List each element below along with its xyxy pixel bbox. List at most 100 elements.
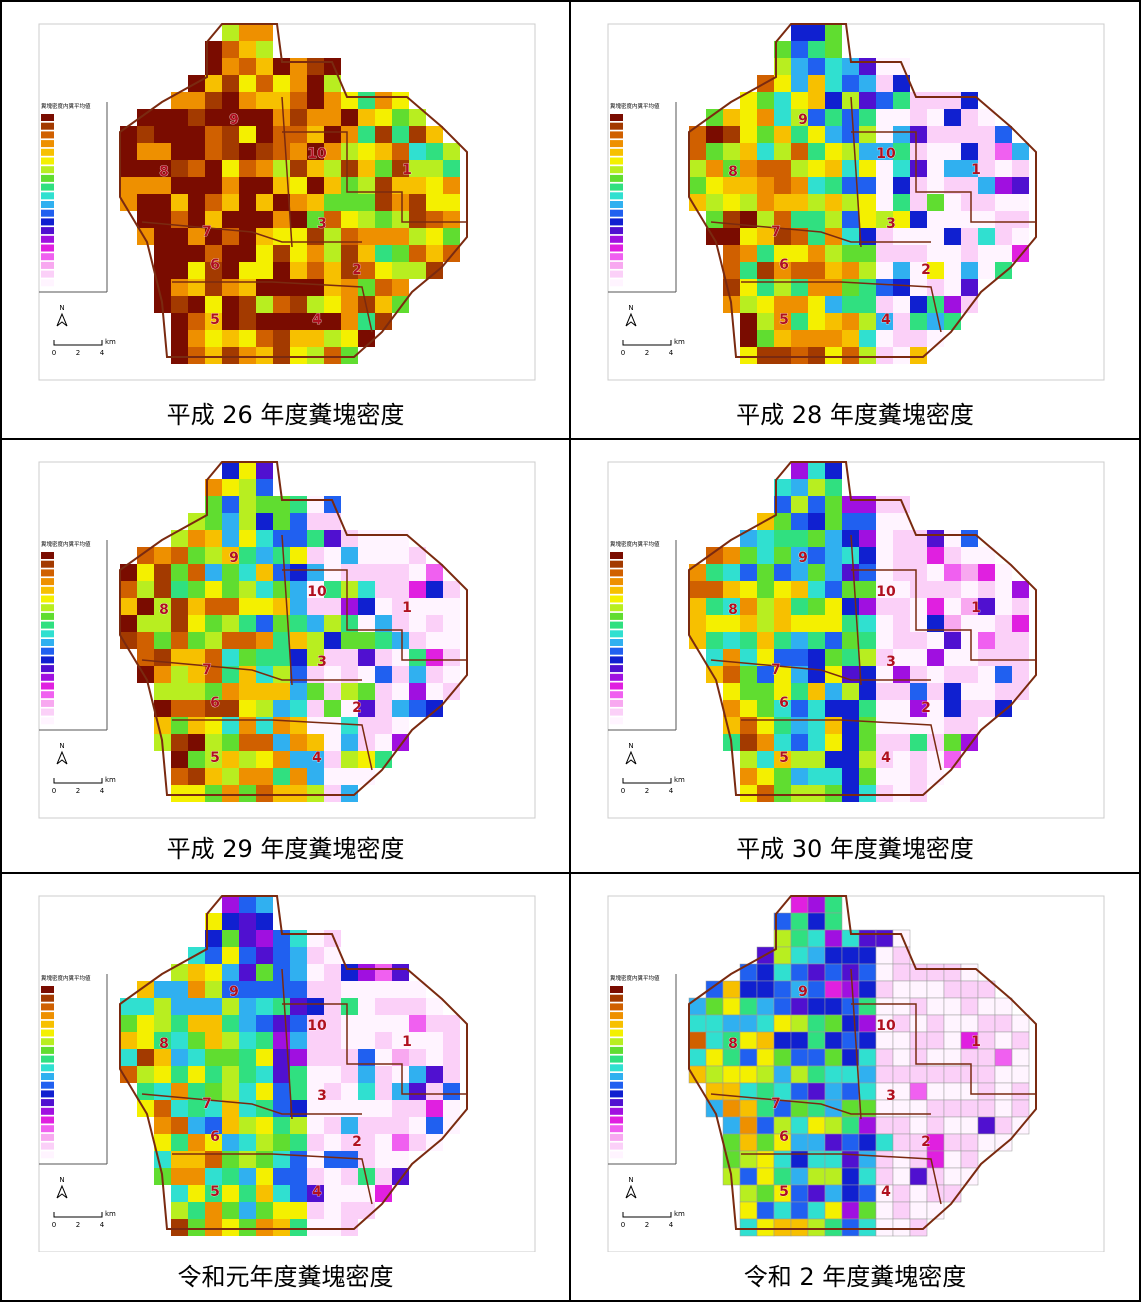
map-cell	[290, 981, 307, 998]
map-cell	[876, 262, 893, 279]
map-cell	[239, 547, 256, 564]
map-cell	[137, 211, 154, 228]
map-cell	[256, 700, 273, 717]
map-cell	[409, 245, 426, 262]
map-cell	[273, 1219, 290, 1236]
map-cell	[774, 160, 791, 177]
map-cell	[978, 143, 995, 160]
district-label: 10	[307, 584, 327, 600]
map-cell	[154, 564, 171, 581]
map-cell	[791, 964, 808, 981]
map-cell	[375, 245, 392, 262]
map-cell	[307, 1032, 324, 1049]
map-cell	[222, 513, 239, 530]
map-cell	[154, 1117, 171, 1134]
map-cell	[256, 998, 273, 1015]
map-cell	[375, 109, 392, 126]
map-cell	[825, 700, 842, 717]
legend-swatch	[41, 1056, 54, 1063]
map-cell	[324, 1219, 341, 1236]
map-cell	[188, 1032, 205, 1049]
map-cell	[791, 1083, 808, 1100]
legend-swatch	[610, 253, 623, 260]
legend-swatch	[610, 648, 623, 655]
map-cell	[324, 92, 341, 109]
map-cell	[757, 615, 774, 632]
map-cell	[944, 1134, 961, 1151]
map-cell	[256, 262, 273, 279]
map-cell	[723, 564, 740, 581]
map-cell	[324, 1151, 341, 1168]
map-cell	[910, 296, 927, 313]
map-cell	[842, 1117, 859, 1134]
map-cell	[944, 998, 961, 1015]
scale-unit: km	[674, 338, 685, 346]
map-cell	[154, 998, 171, 1015]
map-cell	[324, 930, 341, 947]
map-cell	[893, 1185, 910, 1202]
map-cell	[222, 734, 239, 751]
map-cell	[426, 1117, 443, 1134]
map-cell	[358, 126, 375, 143]
map-cell	[859, 1202, 876, 1219]
map-cell	[808, 530, 825, 547]
map-cell	[740, 177, 757, 194]
map-cell	[876, 981, 893, 998]
legend-swatch	[41, 1064, 54, 1071]
district-label: 7	[771, 224, 781, 240]
legend-swatch	[41, 1108, 54, 1115]
legend-swatch	[41, 691, 54, 698]
map-cell	[188, 530, 205, 547]
map-cell	[222, 126, 239, 143]
map-cell	[757, 683, 774, 700]
map-cell	[188, 615, 205, 632]
map-cell	[910, 581, 927, 598]
map-cell	[239, 734, 256, 751]
district-label: 4	[312, 1184, 322, 1200]
map-cell	[273, 734, 290, 751]
map-cell	[876, 496, 893, 513]
map-cell	[757, 598, 774, 615]
map-cell	[137, 1032, 154, 1049]
panel: 12345678910糞塊密度内糞平均値N024km平成 26 年度糞塊密度	[1, 1, 570, 439]
map-cell	[358, 1066, 375, 1083]
map-cell	[426, 1083, 443, 1100]
legend-swatch	[41, 1134, 54, 1141]
map-cell	[426, 1049, 443, 1066]
map-cell	[392, 228, 409, 245]
map-cell	[978, 262, 995, 279]
map-cell	[689, 581, 706, 598]
map-cell	[222, 496, 239, 513]
map-cell	[273, 1015, 290, 1032]
map-cell	[808, 296, 825, 313]
map-cell	[324, 496, 341, 513]
map-cell	[944, 964, 961, 981]
legend-swatch	[41, 227, 54, 234]
map-cell	[239, 1032, 256, 1049]
map-cell	[910, 964, 927, 981]
map-cell	[290, 160, 307, 177]
map-cell	[290, 1168, 307, 1185]
map-cell	[757, 700, 774, 717]
map-cell	[740, 1049, 757, 1066]
scale-label: 4	[100, 787, 105, 795]
map-cell	[791, 1066, 808, 1083]
map-cell	[774, 998, 791, 1015]
map-cell	[273, 751, 290, 768]
map-cell	[995, 598, 1012, 615]
map-cell	[944, 1032, 961, 1049]
map-cell	[324, 1134, 341, 1151]
map-cell	[740, 734, 757, 751]
map-cell	[910, 683, 927, 700]
legend-swatch	[41, 123, 54, 130]
map-cell	[307, 564, 324, 581]
legend-swatch	[610, 613, 623, 620]
map-cell	[689, 998, 706, 1015]
district-label: 6	[210, 257, 220, 273]
map-cell	[171, 194, 188, 211]
map-cell	[978, 228, 995, 245]
map-cell	[239, 513, 256, 530]
map-cell	[757, 1049, 774, 1066]
map-cell	[961, 143, 978, 160]
map-cell	[290, 1083, 307, 1100]
